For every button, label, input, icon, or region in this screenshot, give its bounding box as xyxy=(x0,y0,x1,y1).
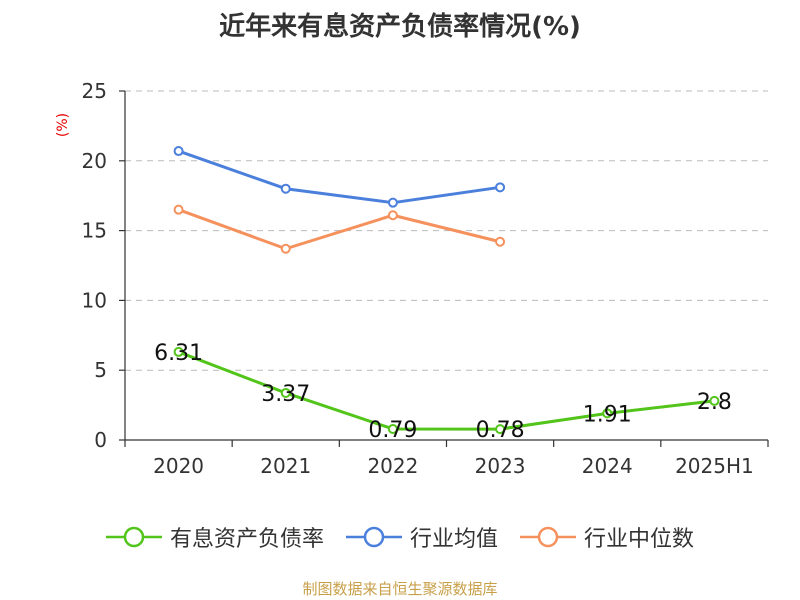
data-label: 2.8 xyxy=(697,390,732,415)
data-label: 6.31 xyxy=(154,341,203,366)
data-point xyxy=(495,424,506,435)
x-tick-label: 2023 xyxy=(475,454,526,478)
data-point xyxy=(280,183,291,194)
data-point xyxy=(602,408,613,419)
legend-item-interest-debt-ratio[interactable]: 有息资产负债率 xyxy=(105,521,324,553)
chart-title: 近年来有息资产负债率情况(%) xyxy=(219,12,581,42)
legend-item-industry-median[interactable]: 行业中位数 xyxy=(520,521,694,553)
data-point xyxy=(495,236,506,247)
source-note: 制图数据来自恒生聚源数据库 xyxy=(302,580,498,598)
legend: 有息资产负债率 行业均值 行业中位数 xyxy=(0,520,800,554)
x-tick-label: 2024 xyxy=(582,454,633,478)
legend-label: 有息资产负债率 xyxy=(169,527,324,552)
x-tick-label: 2022 xyxy=(367,454,418,478)
x-tick-label: 2020 xyxy=(153,454,204,478)
legend-marker-orange xyxy=(520,526,576,548)
data-point xyxy=(709,395,720,406)
y-tick-label: 0 xyxy=(94,428,107,452)
data-label: 0.79 xyxy=(368,418,417,443)
data-point xyxy=(173,146,184,157)
legend-label: 行业中位数 xyxy=(584,527,695,552)
data-point xyxy=(495,182,506,193)
y-tick-label: 20 xyxy=(82,149,107,173)
data-point xyxy=(387,197,398,208)
data-point xyxy=(173,346,184,357)
series-line-2 xyxy=(178,208,501,251)
y-tick-label: 25 xyxy=(82,79,107,103)
data-point xyxy=(280,243,291,254)
series-line-0 xyxy=(178,350,715,431)
data-label: 0.78 xyxy=(476,418,525,443)
data-point xyxy=(280,387,291,398)
y-tick-label: 15 xyxy=(82,219,107,243)
x-tick-label: 2021 xyxy=(260,454,311,478)
legend-item-industry-mean[interactable]: 行业均值 xyxy=(345,521,498,553)
data-point xyxy=(387,210,398,221)
legend-marker-blue xyxy=(345,526,402,548)
y-tick-label: 10 xyxy=(82,288,107,312)
y-tick-label: 5 xyxy=(94,358,107,382)
data-label: 1.91 xyxy=(583,402,632,427)
data-point xyxy=(387,423,398,434)
line-chart: 0 5 10 15 20 25 2020 2021 2022 2023 2024 2025H1 6.31… xyxy=(82,79,769,478)
x-tick-label: 2025H1 xyxy=(675,454,754,478)
legend-marker-green xyxy=(105,526,162,548)
data-point xyxy=(173,204,184,215)
data-label: 3.37 xyxy=(261,382,310,407)
series-line-1 xyxy=(178,149,501,205)
legend-label: 行业均值 xyxy=(409,527,498,552)
